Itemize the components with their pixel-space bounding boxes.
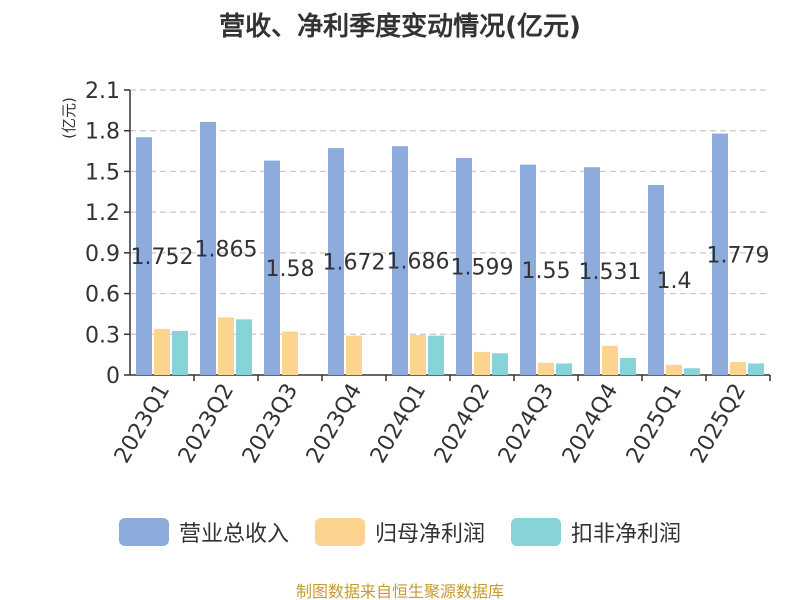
x-tick-label: 2025Q1	[622, 380, 687, 468]
bar-net-profit	[346, 335, 362, 375]
data-label: 1.4	[657, 269, 692, 294]
data-label: 1.599	[451, 255, 514, 280]
legend-item[interactable]: 营业总收入	[118, 516, 289, 548]
bar-net-profit	[730, 362, 746, 375]
bar-net-profit	[154, 328, 170, 375]
legend-swatch	[118, 518, 169, 546]
legend-swatch	[314, 518, 365, 546]
y-tick-label: 0.3	[85, 323, 120, 348]
bar-deducted-net-profit	[236, 319, 252, 375]
bar-net-profit	[666, 364, 682, 375]
x-tick-label: 2024Q4	[558, 380, 623, 468]
y-tick-label: 0	[106, 364, 120, 389]
y-tick-label: 1.2	[85, 201, 120, 226]
legend-label: 归母净利润	[374, 522, 485, 547]
x-tick-label: 2024Q1	[366, 380, 431, 468]
bar-revenue	[520, 164, 536, 375]
legend-swatch	[511, 518, 561, 546]
data-label: 1.531	[579, 260, 642, 285]
bar-deducted-net-profit	[172, 330, 188, 375]
bar-net-profit	[410, 334, 426, 375]
chart-title: 营收、净利季度变动情况(亿元)	[219, 12, 581, 42]
x-tick-label: 2023Q3	[238, 380, 303, 468]
data-label: 1.686	[387, 250, 450, 275]
data-label: 1.672	[323, 251, 386, 276]
x-tick-label: 2023Q2	[174, 380, 239, 468]
y-tick-label: 0.6	[85, 283, 120, 308]
data-label: 1.865	[195, 237, 258, 262]
legend-item[interactable]: 归母净利润	[314, 516, 485, 548]
data-source-note: 制图数据来自恒生聚源数据库	[295, 582, 504, 600]
legend-label: 扣非净利润	[571, 522, 682, 547]
data-label: 1.55	[522, 259, 571, 284]
bar-net-profit	[474, 351, 490, 375]
legend-label: 营业总收入	[178, 522, 289, 547]
bar-revenue	[712, 133, 728, 375]
x-tick-label: 2023Q4	[302, 380, 367, 468]
bar-revenue	[392, 146, 408, 375]
bar-net-profit	[218, 317, 234, 375]
bar-revenue	[264, 160, 280, 375]
x-tick-label: 2024Q2	[430, 380, 495, 468]
bar-revenue	[328, 148, 344, 375]
x-tick-label: 2025Q2	[686, 380, 751, 468]
bar-deducted-net-profit	[556, 363, 572, 375]
x-tick-label: 2024Q3	[494, 380, 559, 468]
data-label: 1.58	[266, 257, 315, 282]
bar-deducted-net-profit	[492, 353, 508, 375]
y-tick-label: 1.5	[85, 160, 120, 185]
bar-revenue	[136, 137, 152, 375]
bar-net-profit	[282, 331, 298, 375]
bar-revenue	[584, 167, 600, 375]
bar-deducted-net-profit	[748, 363, 764, 375]
bar-revenue	[200, 121, 216, 376]
y-axis-label: (亿元)	[60, 97, 78, 139]
legend-item[interactable]: 扣非净利润	[511, 516, 681, 548]
data-label: 1.752	[131, 245, 194, 270]
data-label: 1.779	[707, 243, 770, 268]
chart-legend: 营业总收入 归母净利润 扣非净利润	[0, 516, 800, 548]
bar-revenue	[648, 185, 664, 375]
y-tick-label: 1.8	[85, 120, 120, 145]
y-tick-label: 0.9	[85, 242, 120, 267]
bar-net-profit	[538, 362, 554, 375]
bar-deducted-net-profit	[620, 358, 636, 375]
bar-revenue	[456, 157, 472, 375]
y-tick-label: 2.1	[85, 79, 120, 104]
bar-deducted-net-profit	[684, 368, 700, 375]
bar-net-profit	[602, 345, 618, 375]
x-tick-label: 2023Q1	[110, 380, 175, 468]
bar-deducted-net-profit	[428, 335, 444, 375]
